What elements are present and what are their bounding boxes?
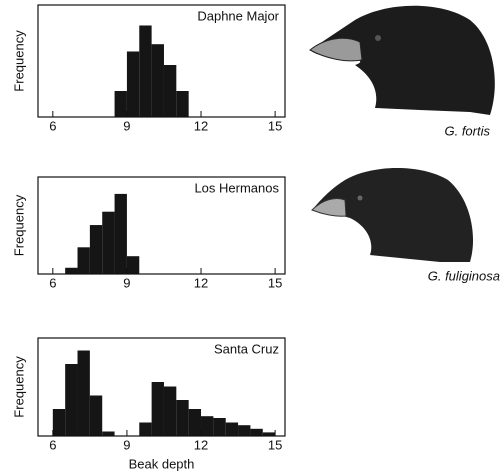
plot-frame (37, 176, 286, 275)
bar (238, 425, 251, 436)
species-label: G. fuliginosa (428, 268, 500, 283)
bar (163, 65, 177, 117)
x-tick-label: 15 (268, 118, 282, 133)
bar (139, 25, 152, 118)
bar (114, 91, 127, 117)
x-tick-label: 9 (123, 437, 130, 452)
x-tick-label: 6 (49, 275, 56, 290)
y-axis-label: Frequency (11, 356, 26, 418)
x-axis-label: Beak depth (129, 456, 195, 471)
x-tick-label: 9 (123, 118, 130, 133)
bar (126, 256, 140, 274)
x-tick-label: 6 (49, 437, 56, 452)
plot-frame (37, 4, 286, 118)
bar (250, 428, 263, 436)
bar (52, 409, 66, 436)
y-axis-label: Frequency (11, 194, 26, 256)
bird-fortis (309, 5, 495, 116)
bar (213, 418, 226, 436)
bar (102, 431, 115, 436)
panel-title: Daphne Major (197, 8, 279, 23)
bar (65, 267, 78, 274)
bar (225, 422, 239, 436)
y-axis-label: Frequency (11, 30, 26, 92)
bar (139, 422, 152, 436)
bar (89, 395, 103, 436)
bar (262, 432, 276, 436)
bar (102, 211, 115, 274)
x-tick-label: 15 (268, 275, 282, 290)
bar (176, 400, 189, 436)
bar (126, 51, 140, 118)
x-tick-label: 12 (194, 437, 208, 452)
plot-frame (37, 337, 286, 437)
bar (201, 416, 214, 436)
panel-title: Los Hermanos (194, 180, 279, 195)
x-tick-label: 9 (123, 275, 130, 290)
bar (77, 247, 90, 274)
bar (163, 386, 177, 436)
bar (188, 409, 202, 436)
bar (89, 225, 103, 274)
bar (151, 382, 164, 436)
bar (114, 193, 127, 274)
x-tick-label: 15 (268, 437, 282, 452)
bar (151, 44, 164, 118)
bar (77, 350, 90, 436)
panel-title: Santa Cruz (214, 341, 279, 356)
x-tick-label: 12 (194, 275, 208, 290)
bird-fuliginosa (311, 167, 474, 262)
species-label: G. fortis (444, 123, 490, 138)
x-tick-label: 6 (49, 118, 56, 133)
x-tick-label: 12 (194, 118, 208, 133)
bar (176, 91, 189, 117)
bar (65, 364, 78, 436)
